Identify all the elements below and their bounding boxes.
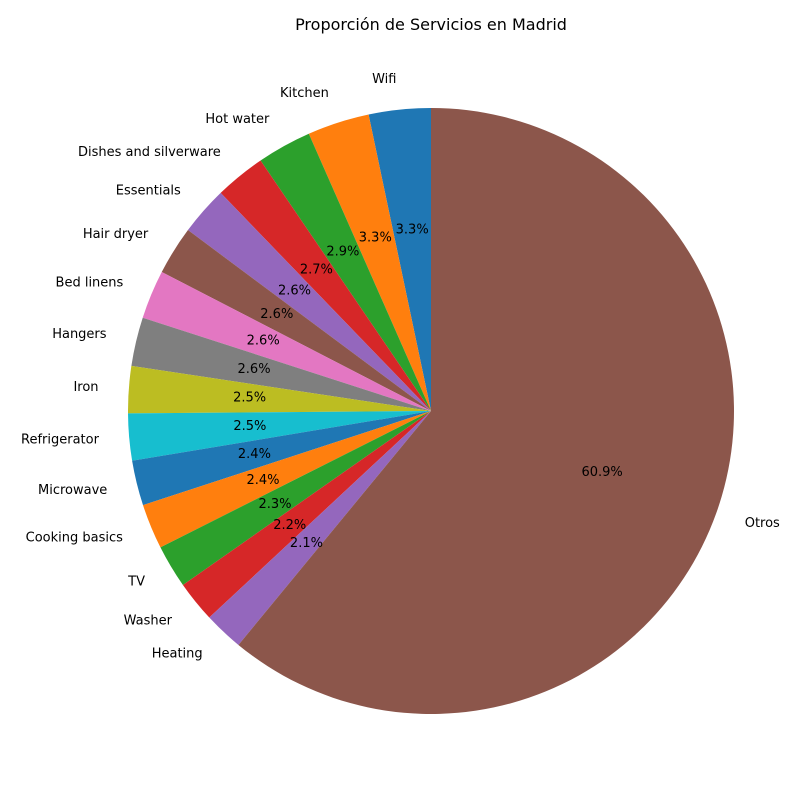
- percent-label-refrigerator: 2.5%: [233, 419, 266, 434]
- percent-label-hot-water: 2.9%: [326, 245, 359, 260]
- pie-slice-bed-linens: [142, 272, 431, 411]
- percent-label-bed-linens: 2.6%: [247, 334, 280, 349]
- pie-slice-refrigerator: [128, 411, 431, 461]
- category-label-cooking-basics: Cooking basics: [26, 531, 123, 546]
- pie-slice-wifi: [368, 108, 431, 411]
- pie-slice-heating: [209, 411, 431, 645]
- pie-slice-washer: [182, 411, 431, 618]
- category-label-iron: Iron: [73, 380, 98, 395]
- pie-slice-hot-water: [260, 133, 431, 412]
- percent-label-washer: 2.2%: [273, 518, 306, 533]
- percent-label-hangers: 2.6%: [238, 362, 271, 377]
- category-label-bed-linens: Bed linens: [56, 275, 124, 290]
- category-labels: Wifi Kitchen Hot water Dishes and silverwar…: [21, 72, 780, 661]
- category-label-heating: Heating: [152, 646, 203, 661]
- percent-label-otros: 60.9%: [581, 465, 622, 480]
- pie-slice-essentials: [187, 192, 431, 411]
- percent-label-microwave: 2.4%: [238, 447, 271, 462]
- category-label-otros: Otros: [745, 516, 780, 531]
- chart-title: Proporción de Servicios en Madrid: [295, 15, 567, 34]
- category-label-dishes-and-silverware: Dishes and silverware: [78, 145, 221, 160]
- percent-label-dishes-and-silverware: 2.7%: [300, 262, 333, 277]
- pie-slice-hangers: [131, 317, 431, 411]
- category-label-hangers: Hangers: [52, 327, 107, 342]
- category-label-essentials: Essentials: [116, 183, 181, 198]
- pie-slice-hair-dryer: [161, 230, 431, 411]
- category-label-hot-water: Hot water: [205, 112, 270, 127]
- percent-labels: 3.3%3.3%2.9%2.7%2.6%2.6%2.6%2.6%2.5%2.5%…: [233, 223, 623, 551]
- percent-label-heating: 2.1%: [290, 536, 323, 551]
- percent-label-hair-dryer: 2.6%: [260, 307, 293, 322]
- percent-label-kitchen: 3.3%: [359, 230, 392, 245]
- pie-slice-kitchen: [308, 114, 431, 412]
- pie-slice-otros: [238, 108, 735, 714]
- pie-slices: [128, 108, 735, 714]
- pie-slice-tv: [160, 411, 431, 585]
- category-label-wifi: Wifi: [372, 72, 396, 87]
- pie-slice-cooking-basics: [143, 411, 431, 548]
- percent-label-tv: 2.3%: [258, 497, 291, 512]
- percent-label-wifi: 3.3%: [396, 223, 429, 238]
- pie-slice-iron: [128, 365, 432, 414]
- pie-slice-microwave: [132, 411, 431, 506]
- category-label-refrigerator: Refrigerator: [21, 432, 100, 447]
- percent-label-iron: 2.5%: [233, 391, 266, 406]
- category-label-microwave: Microwave: [38, 483, 107, 498]
- category-label-kitchen: Kitchen: [280, 86, 329, 101]
- category-label-tv: TV: [127, 575, 145, 590]
- pie-slice-dishes-and-silverware: [220, 160, 431, 411]
- category-label-washer: Washer: [124, 613, 173, 628]
- percent-label-cooking-basics: 2.4%: [246, 473, 279, 488]
- category-label-hair-dryer: Hair dryer: [83, 227, 149, 242]
- percent-label-essentials: 2.6%: [278, 283, 311, 298]
